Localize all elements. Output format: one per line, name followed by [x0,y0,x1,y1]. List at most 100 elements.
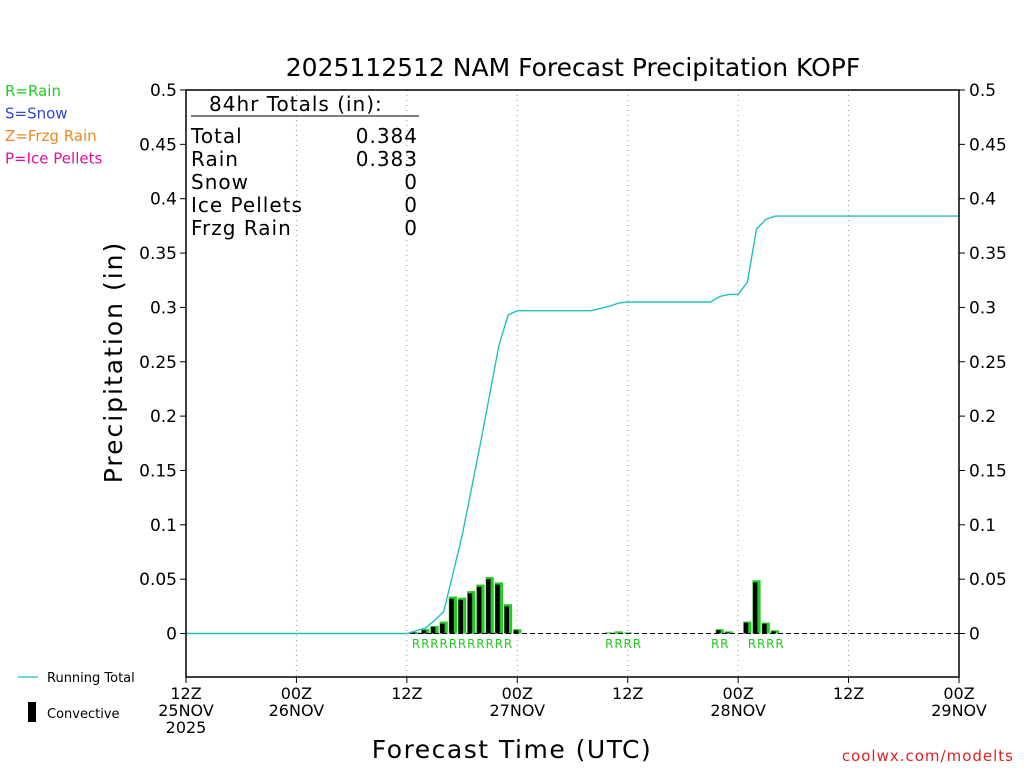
precip-type-marker: R [412,637,420,651]
precip-bars [411,576,780,634]
totals-row-label: Rain [191,147,239,171]
precip-type-marker: R [624,637,632,651]
running-total-legend-label: Running Total [47,671,135,686]
y-tick-label-left: 0.25 [139,353,177,373]
totals-heading: 84hr Totals (in): [209,92,383,116]
credit-text: coolwx.com/modelts [842,747,1014,765]
y-tick-label-left: 0 [166,625,177,645]
convective-bar [476,586,482,634]
y-tick-label-left: 0.4 [150,190,177,210]
y-tick-label-right: 0.3 [969,298,996,318]
precip-type-marker: R [633,637,641,651]
precip-bar [605,632,614,634]
y-tick-label-right: 0.2 [969,407,996,427]
y-tick-label-right: 0.5 [969,81,996,101]
convective-bar [430,626,436,634]
convective-legend-label: Convective [47,707,120,722]
x-tick-label: 27NOV [489,701,545,720]
series-legend: Running Total Convective [18,671,135,722]
precip-type-marker: R [757,637,765,651]
convective-bar [421,630,427,634]
x-tick-label: 28NOV [710,701,766,720]
precip-type-marker: R [449,637,457,651]
y-tick-label-left: 0.3 [150,298,177,318]
chart-title: 2025112512 NAM Forecast Precipitation KO… [286,53,860,82]
convective-bar [743,622,749,634]
convective-bar [725,632,730,634]
y-tick-label-left: 0.35 [139,244,177,264]
x-tick-label: 00Z [722,684,753,703]
convective-bar [771,631,776,634]
convective-bar [716,630,721,634]
totals-row-label: Ice Pellets [191,193,303,217]
precip-type-legend: R=Rain S=Snow Z=Frzg Rain P=Ice Pellets [5,82,102,168]
precip-type-marker: R [458,637,466,651]
precip-bar [623,632,632,634]
precip-type-marker: R [467,637,475,651]
precip-type-marker: R [748,637,756,651]
type-legend-item: Z=Frzg Rain [5,127,97,145]
convective-bar [752,582,758,634]
type-legend-item: P=Ice Pellets [5,150,102,168]
convective-bar [440,623,445,634]
precip-type-marker: R [439,637,447,651]
x-tick-label: 12Z [170,684,201,703]
totals-row-value: 0.383 [356,147,418,171]
convective-bar [449,598,454,634]
convective-bar [495,584,500,634]
totals-row-value: 0.384 [356,124,418,148]
x-tick-label: 25NOV [158,701,214,720]
type-legend-item: S=Snow [5,105,68,123]
x-tick-label: 26NOV [269,701,325,720]
y-tick-label-right: 0.4 [969,190,996,210]
totals-box: 84hr Totals (in): Total 0.384 Rain 0.383 Sno… [190,92,419,240]
precip-type-marker: R [430,637,438,651]
precip-type-marker: R [711,637,719,651]
convective-bar [458,599,463,634]
precip-type-marker: R [775,637,783,651]
convective-bar [504,606,509,634]
y-tick-label-left: 0.5 [150,81,177,101]
x-tick-label: 12Z [391,684,422,703]
y-axis: 0 00.05 0.050.1 0.10.15 0.150.2 0.20.25 0.250.… [139,81,1007,645]
x-tick-label: 00Z [943,684,974,703]
convective-bar [762,623,767,634]
precip-bar [614,631,623,634]
totals-row-label: Snow [191,170,249,194]
y-axis-label: Precipitation (in) [99,241,128,484]
x-tick-label: 12Z [833,684,864,703]
y-tick-label-right: 0.25 [969,353,1007,373]
y-tick-label-right: 0 [969,625,980,645]
precip-type-marker: R [720,637,728,651]
y-tick-label-right: 0.45 [969,135,1007,155]
x-tick-label: 00Z [502,684,533,703]
precip-type-marker: R [614,637,622,651]
y-tick-label-right: 0.15 [969,461,1007,481]
y-tick-label-right: 0.05 [969,570,1007,590]
precip-type-marker: R [495,637,503,651]
type-legend-item: R=Rain [5,82,61,100]
x-tick-label: 00Z [281,684,312,703]
convective-legend-swatch [28,702,36,722]
running-total-series [186,215,959,635]
y-tick-label-right: 0.35 [969,244,1007,264]
totals-row-value: 0 [404,216,418,240]
precip-type-marker: R [504,637,512,651]
convective-bar [412,632,417,634]
y-tick-label-left: 0.2 [150,407,177,427]
y-tick-label-left: 0.1 [150,516,177,536]
precip-type-marker: R [476,637,484,651]
totals-row-label: Frzg Rain [191,216,292,240]
precip-type-marker: R [421,637,429,651]
totals-row-value: 0 [404,193,418,217]
y-tick-label-left: 0.45 [139,135,177,155]
totals-rows: Total 0.384 Rain 0.383 Snow 0 Ice Pellets 0 Frzg… [190,124,418,240]
x-tick-label: 29NOV [931,701,987,720]
x-tick-label: 12Z [612,684,643,703]
precip-type-marker: R [605,637,613,651]
running-total-line [186,215,959,635]
totals-row-value: 0 [404,170,418,194]
